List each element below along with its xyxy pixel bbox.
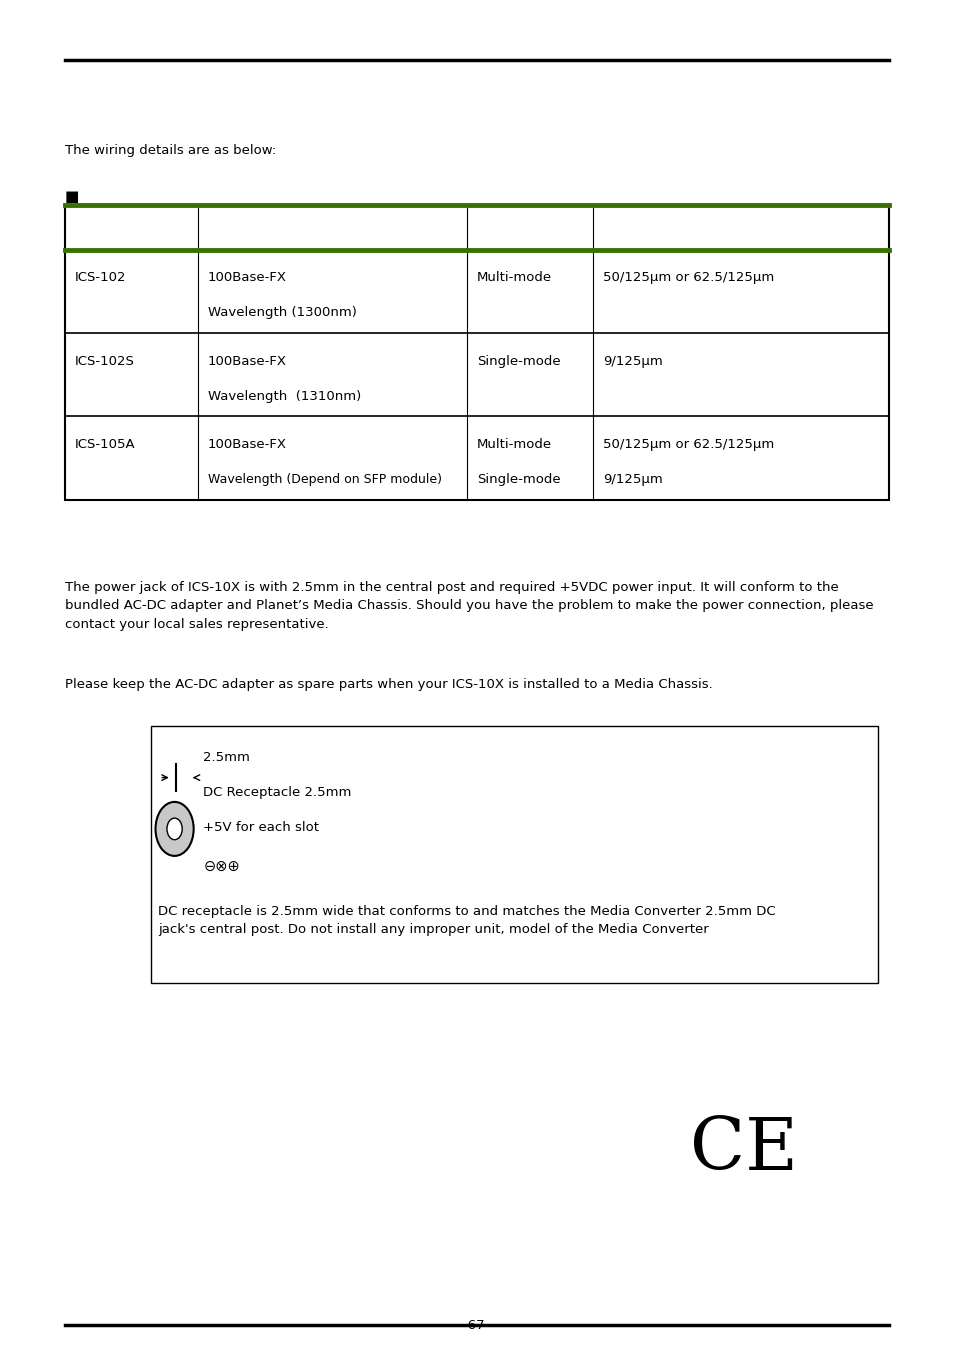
Text: 100Base-FX: 100Base-FX	[208, 437, 287, 451]
Text: Multi-mode: Multi-mode	[476, 437, 552, 451]
Text: ICS-102S: ICS-102S	[74, 355, 134, 367]
Text: Wavelength  (1310nm): Wavelength (1310nm)	[208, 390, 361, 402]
Text: The power jack of ICS-10X is with 2.5mm in the central post and required +5VDC p: The power jack of ICS-10X is with 2.5mm …	[65, 580, 873, 630]
Text: 50/125μm or 62.5/125μm: 50/125μm or 62.5/125μm	[602, 437, 774, 451]
Text: Single-mode: Single-mode	[476, 355, 560, 367]
Text: 9/125μm: 9/125μm	[602, 472, 662, 486]
Circle shape	[167, 818, 182, 840]
Text: ICS-105A: ICS-105A	[74, 437, 135, 451]
Bar	[65, 205, 888, 500]
Text: Multi-mode: Multi-mode	[476, 271, 552, 285]
Text: -67-: -67-	[463, 1319, 490, 1332]
Text: DC receptacle is 2.5mm wide that conforms to and matches the Media Converter 2.5: DC receptacle is 2.5mm wide that conform…	[158, 904, 775, 936]
Text: Wavelength (1300nm): Wavelength (1300nm)	[208, 306, 356, 320]
Text: DC Receptacle 2.5mm: DC Receptacle 2.5mm	[203, 786, 352, 799]
Text: The wiring details are as below:: The wiring details are as below:	[65, 144, 275, 158]
Text: 9/125μm: 9/125μm	[602, 355, 662, 367]
Text: 100Base-FX: 100Base-FX	[208, 355, 287, 367]
Circle shape	[155, 802, 193, 856]
Text: +5V for each slot: +5V for each slot	[203, 821, 319, 834]
Text: 50/125μm or 62.5/125μm: 50/125μm or 62.5/125μm	[602, 271, 774, 285]
Text: Wavelength (Depend on SFP module): Wavelength (Depend on SFP module)	[208, 472, 441, 486]
Text: Please keep the AC-DC adapter as spare parts when your ICS-10X is installed to a: Please keep the AC-DC adapter as spare p…	[65, 678, 712, 691]
Text: 100Base-FX: 100Base-FX	[208, 271, 287, 285]
Text: 2.5mm: 2.5mm	[203, 751, 250, 764]
Text: ⊖⊗⊕: ⊖⊗⊕	[203, 859, 240, 873]
Text: ■: ■	[65, 189, 79, 204]
Text: Single-mode: Single-mode	[476, 472, 560, 486]
Text: ICS-102: ICS-102	[74, 271, 126, 285]
Bar	[151, 726, 877, 983]
Text: CE: CE	[689, 1115, 798, 1185]
